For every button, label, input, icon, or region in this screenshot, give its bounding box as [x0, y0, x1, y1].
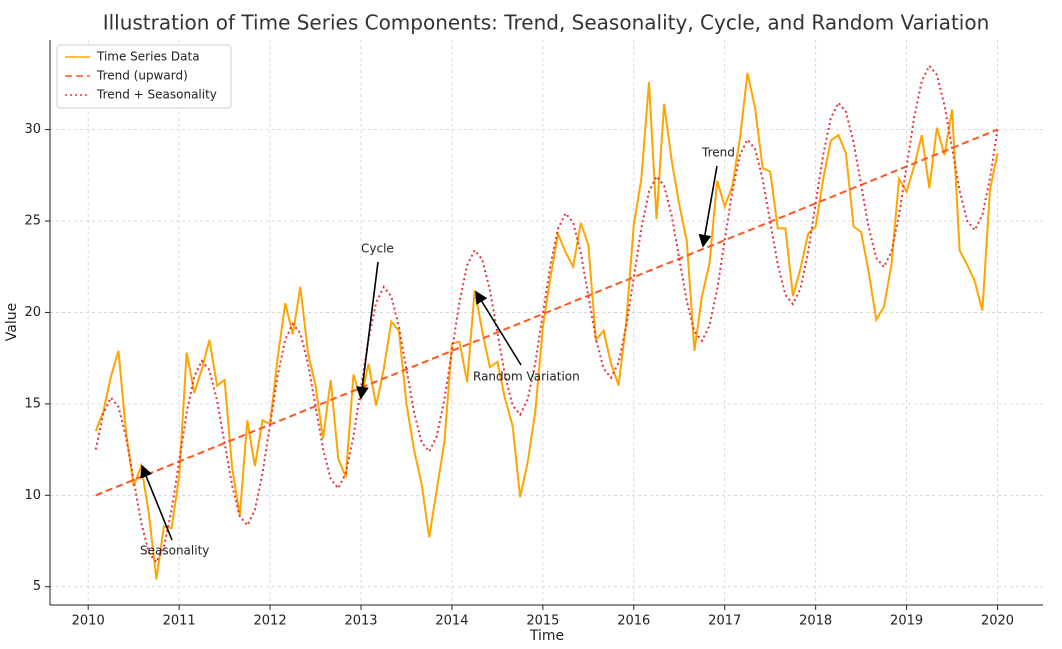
legend-label: Time Series Data [96, 50, 200, 64]
x-tick-label: 2015 [526, 614, 559, 629]
annotation-arrow [356, 261, 379, 400]
y-axis-label: Value [4, 303, 20, 341]
chart-title: Illustration of Time Series Components: … [103, 11, 990, 35]
annotation: Cycle [361, 242, 394, 256]
x-tick-label: 2010 [72, 614, 105, 629]
x-tick-label: 2019 [890, 614, 923, 629]
annotation-arrow [140, 464, 173, 541]
legend-label: Trend (upward) [96, 69, 188, 83]
y-tick-label: 30 [24, 122, 41, 137]
x-tick-label: 2012 [254, 614, 287, 629]
annotation: Seasonality [140, 544, 209, 558]
series-line [94, 72, 999, 580]
x-tick-label: 2020 [981, 614, 1014, 629]
x-tick-label: 2013 [344, 614, 377, 629]
annotation: Random Variation [473, 370, 580, 384]
y-tick-label: 25 [24, 214, 41, 229]
legend-box [56, 44, 232, 109]
x-tick-label: 2017 [708, 614, 741, 629]
x-tick-label: 2016 [617, 614, 650, 629]
y-tick-label: 5 [33, 579, 41, 594]
legend-label: Trend + Seasonality [96, 88, 217, 102]
x-tick-label: 2011 [163, 614, 196, 629]
annotation-arrow [698, 165, 718, 248]
y-tick-label: 15 [24, 396, 41, 411]
y-tick-label: 20 [24, 305, 41, 320]
annotation: Trend [701, 146, 735, 160]
y-tick-label: 10 [24, 488, 41, 503]
series-line [95, 128, 998, 497]
x-tick-label: 2018 [799, 614, 832, 629]
x-tick-label: 2014 [435, 614, 468, 629]
x-axis-label: Time [529, 628, 564, 644]
series-line [94, 63, 999, 565]
annotation-arrow [475, 290, 522, 366]
